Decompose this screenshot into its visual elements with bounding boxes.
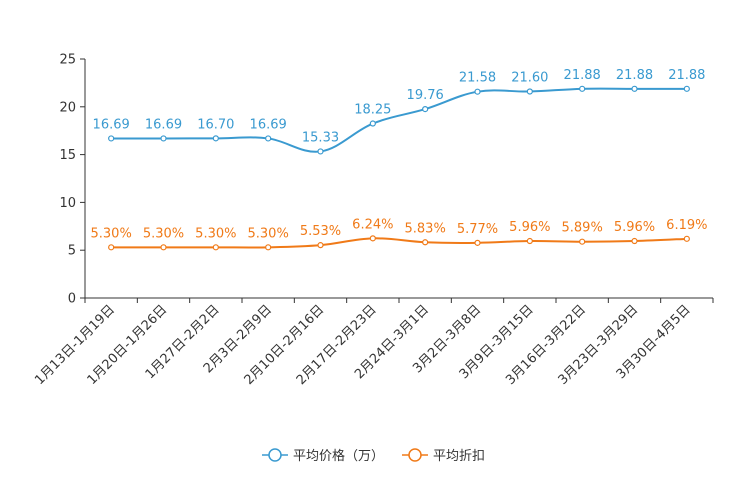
y-tick-label: 20 xyxy=(59,100,76,115)
data-point-0[interactable] xyxy=(108,135,115,142)
data-label-0: 16.69 xyxy=(250,117,287,132)
y-tick-label: 5 xyxy=(68,244,76,259)
legend-label-0: 平均价格（万） xyxy=(293,448,384,464)
data-point-1[interactable] xyxy=(265,244,272,251)
data-label-1: 5.30% xyxy=(248,226,289,241)
data-label-0: 16.69 xyxy=(145,117,182,132)
data-point-0[interactable] xyxy=(631,85,638,92)
data-point-1[interactable] xyxy=(683,235,690,242)
data-label-1: 5.77% xyxy=(457,222,498,237)
data-label-0: 19.76 xyxy=(407,88,444,103)
y-tick-label: 15 xyxy=(59,148,76,163)
data-label-1: 5.96% xyxy=(614,220,655,235)
data-label-0: 16.70 xyxy=(197,117,234,132)
data-label-1: 5.96% xyxy=(509,220,550,235)
series-line-1 xyxy=(111,237,687,249)
data-point-1[interactable] xyxy=(317,242,324,249)
y-tick-label: 0 xyxy=(68,292,76,307)
data-point-1[interactable] xyxy=(474,239,481,246)
data-point-0[interactable] xyxy=(317,148,324,155)
data-label-1: 5.30% xyxy=(195,226,236,241)
data-point-1[interactable] xyxy=(631,237,638,245)
data-point-1[interactable] xyxy=(526,237,533,245)
data-point-0[interactable] xyxy=(579,85,586,92)
legend-marker-1 xyxy=(408,448,422,462)
y-tick-label: 10 xyxy=(59,196,76,211)
data-point-1[interactable] xyxy=(579,238,586,245)
data-label-1: 6.19% xyxy=(666,218,707,233)
data-label-0: 21.58 xyxy=(459,71,496,86)
data-label-0: 21.88 xyxy=(668,68,705,83)
data-point-1[interactable] xyxy=(369,235,376,242)
legend: 平均价格（万） 平均折扣 xyxy=(262,448,485,464)
data-point-0[interactable] xyxy=(160,135,167,142)
data-point-0[interactable] xyxy=(474,88,481,95)
y-tick-label: 25 xyxy=(59,53,76,68)
data-point-0[interactable] xyxy=(422,105,429,113)
data-point-0[interactable] xyxy=(265,135,272,142)
data-label-0: 18.25 xyxy=(354,103,391,118)
data-label-1: 5.53% xyxy=(300,224,341,239)
data-label-0: 21.88 xyxy=(616,68,653,83)
data-point-1[interactable] xyxy=(212,244,219,251)
data-point-0[interactable] xyxy=(683,85,690,92)
data-point-1[interactable] xyxy=(108,244,115,251)
data-point-0[interactable] xyxy=(369,120,376,127)
series-points xyxy=(108,85,690,251)
data-point-1[interactable] xyxy=(160,244,167,251)
data-label-1: 5.83% xyxy=(405,221,446,236)
data-label-1: 5.30% xyxy=(91,226,132,241)
legend-item-1[interactable]: 平均折扣 xyxy=(402,448,485,464)
legend-label-1: 平均折扣 xyxy=(433,449,485,464)
series-line-0 xyxy=(111,87,687,153)
data-label-1: 5.89% xyxy=(562,221,603,236)
data-label-1: 5.30% xyxy=(143,226,184,241)
series-lines xyxy=(111,87,687,249)
series-labels: 16.69 16.69 16.70 16.69 15.33 18.25 19.76 21.58… xyxy=(91,68,708,242)
legend-item-0[interactable]: 平均价格（万） xyxy=(262,448,384,464)
data-point-0[interactable] xyxy=(212,135,219,142)
data-label-0: 21.60 xyxy=(511,71,548,86)
data-label-1: 6.24% xyxy=(352,217,393,232)
legend-marker-0 xyxy=(268,448,282,462)
data-point-1[interactable] xyxy=(422,239,429,246)
data-label-0: 15.33 xyxy=(302,130,339,145)
data-point-0[interactable] xyxy=(526,88,533,95)
data-label-0: 16.69 xyxy=(93,117,130,132)
data-label-0: 21.88 xyxy=(564,68,601,83)
